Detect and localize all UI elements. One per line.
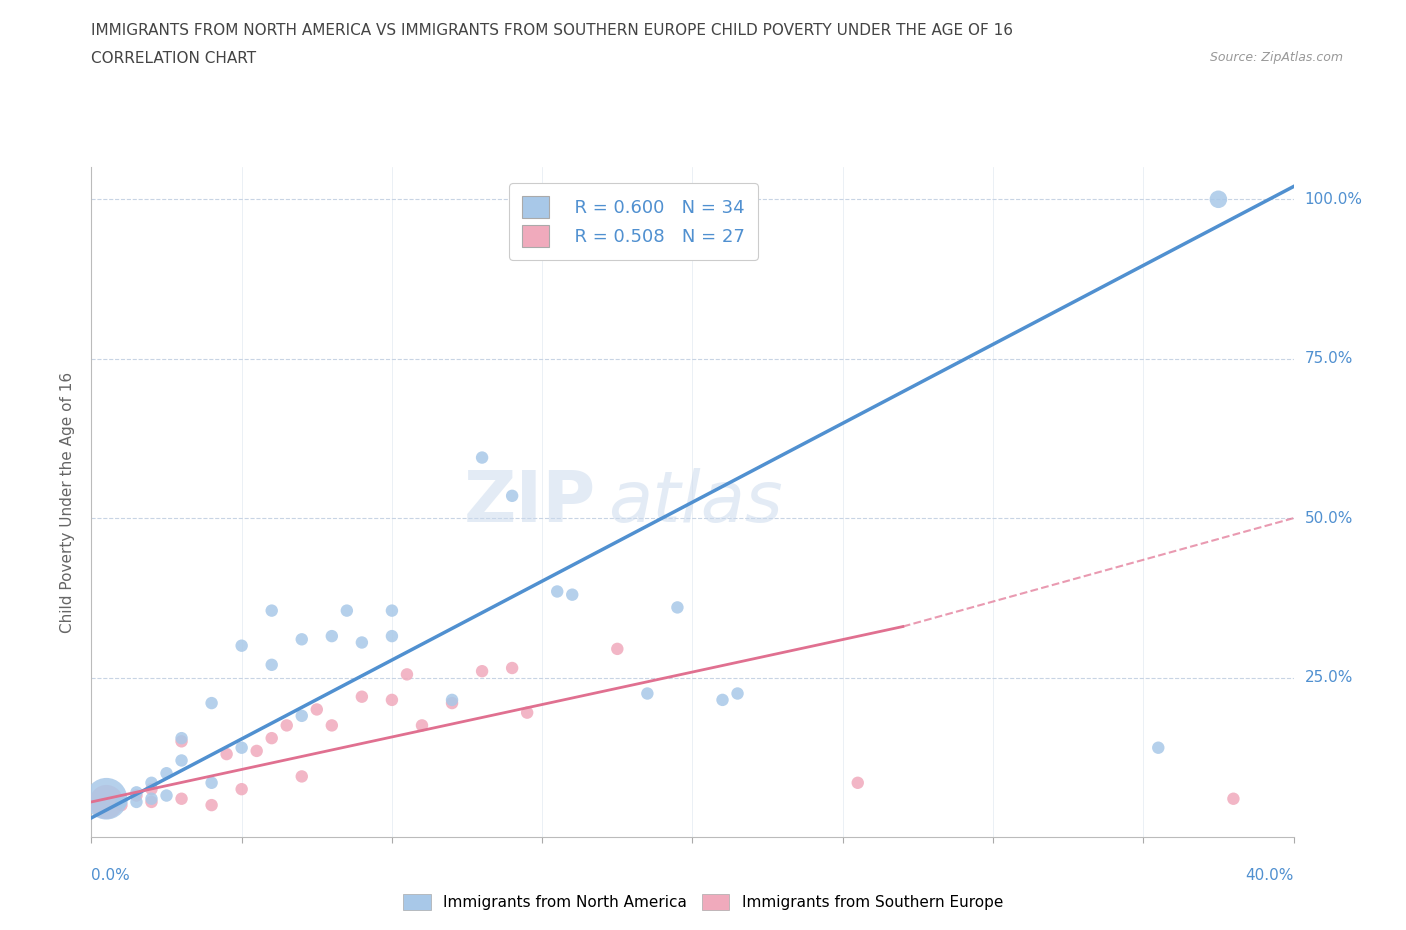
Point <box>546 584 568 599</box>
Point <box>96 791 118 806</box>
Point <box>201 798 224 813</box>
Point <box>440 693 463 708</box>
Point <box>321 629 343 644</box>
Y-axis label: Child Poverty Under the Age of 16: Child Poverty Under the Age of 16 <box>60 372 76 632</box>
Point <box>636 686 658 701</box>
Point <box>125 788 148 803</box>
Text: 75.0%: 75.0% <box>1305 352 1353 366</box>
Text: IMMIGRANTS FROM NORTH AMERICA VS IMMIGRANTS FROM SOUTHERN EUROPE CHILD POVERTY U: IMMIGRANTS FROM NORTH AMERICA VS IMMIGRA… <box>91 23 1014 38</box>
Point <box>350 635 373 650</box>
Point <box>727 686 749 701</box>
Point <box>141 776 163 790</box>
Point <box>231 740 253 755</box>
Point <box>260 731 283 746</box>
Point <box>141 782 163 797</box>
Legend:   R = 0.600   N = 34,   R = 0.508   N = 27: R = 0.600 N = 34, R = 0.508 N = 27 <box>509 183 758 259</box>
Text: atlas: atlas <box>609 468 783 537</box>
Point <box>170 734 193 749</box>
Point <box>561 587 583 602</box>
Point <box>231 638 253 653</box>
Point <box>215 747 238 762</box>
Legend: Immigrants from North America, Immigrants from Southern Europe: Immigrants from North America, Immigrant… <box>395 886 1011 918</box>
Text: CORRELATION CHART: CORRELATION CHART <box>91 51 256 66</box>
Point <box>155 765 177 780</box>
Point <box>846 776 869 790</box>
Point <box>110 794 132 809</box>
Point <box>1147 740 1170 755</box>
Point <box>381 604 404 618</box>
Point <box>471 450 494 465</box>
Point <box>291 709 314 724</box>
Point <box>350 689 373 704</box>
Point <box>471 664 494 679</box>
Point <box>246 743 269 758</box>
Point <box>155 788 177 803</box>
Point <box>305 702 328 717</box>
Point <box>260 604 283 618</box>
Point <box>125 794 148 809</box>
Point <box>201 776 224 790</box>
Point <box>1222 791 1244 806</box>
Point <box>381 629 404 644</box>
Point <box>516 705 538 720</box>
Text: Source: ZipAtlas.com: Source: ZipAtlas.com <box>1209 51 1343 64</box>
Point <box>711 693 734 708</box>
Point <box>96 794 118 809</box>
Point <box>411 718 433 733</box>
Point <box>125 785 148 800</box>
Point <box>141 794 163 809</box>
Point <box>231 782 253 797</box>
Text: 0.0%: 0.0% <box>91 868 131 883</box>
Point <box>395 667 418 682</box>
Point <box>170 731 193 746</box>
Point <box>291 769 314 784</box>
Point <box>501 660 523 675</box>
Point <box>440 696 463 711</box>
Point <box>501 488 523 503</box>
Point <box>260 658 283 672</box>
Point <box>606 642 628 657</box>
Point <box>336 604 359 618</box>
Text: 40.0%: 40.0% <box>1246 868 1294 883</box>
Text: ZIP: ZIP <box>464 468 596 537</box>
Point <box>170 791 193 806</box>
Text: 100.0%: 100.0% <box>1305 192 1362 206</box>
Point <box>170 753 193 768</box>
Point <box>141 791 163 806</box>
Point <box>276 718 298 733</box>
Point <box>201 696 224 711</box>
Point <box>291 631 314 646</box>
Text: 25.0%: 25.0% <box>1305 671 1353 685</box>
Point <box>381 693 404 708</box>
Text: 50.0%: 50.0% <box>1305 511 1353 525</box>
Point <box>1208 192 1230 206</box>
Point <box>321 718 343 733</box>
Point <box>110 798 132 813</box>
Point <box>666 600 689 615</box>
